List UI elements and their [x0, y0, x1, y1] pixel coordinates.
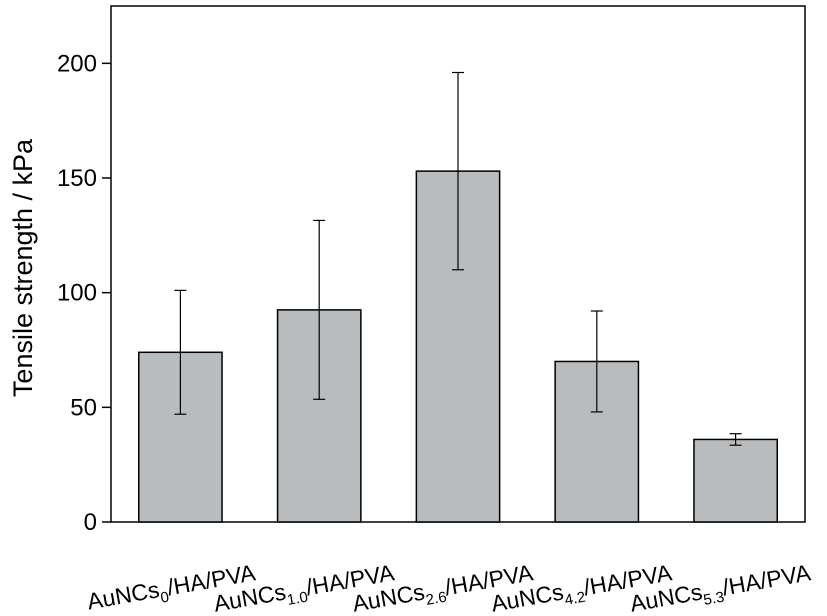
y-tick-label: 200 — [57, 50, 97, 77]
category-label-suffix: /HA/PVA — [720, 559, 813, 600]
category-label-subscript: 5.3 — [702, 589, 725, 609]
y-tick-label: 0 — [84, 509, 97, 536]
y-tick-label: 100 — [57, 280, 97, 307]
bar-5 — [693, 438, 778, 523]
y-tick-label: 150 — [57, 165, 97, 192]
category-label-base: AuNCs — [85, 576, 161, 614]
category-label-subscript: 0 — [159, 589, 170, 607]
category-label-subscript: 1.0 — [286, 589, 309, 609]
category-label-subscript: 2.6 — [425, 589, 448, 609]
y-tick-label: 50 — [70, 394, 97, 421]
category-label-subscript: 4.2 — [563, 589, 586, 609]
y-axis-title: Tensile strength / kPa — [8, 138, 38, 397]
